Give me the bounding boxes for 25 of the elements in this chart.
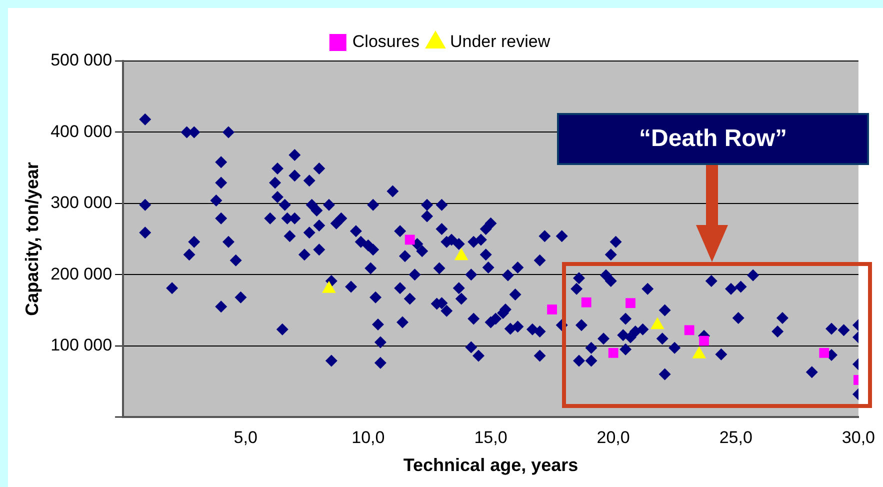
y-axis-title: Capacity, ton/year — [22, 162, 42, 316]
point — [581, 297, 592, 308]
legend-label: Under review — [450, 32, 551, 52]
x-tick-label: 10,0 — [352, 428, 385, 447]
x-tick-label: 30,0 — [842, 428, 876, 447]
x-tick-label: 20,0 — [596, 428, 630, 447]
point — [547, 304, 557, 314]
point — [684, 325, 694, 336]
y-tick-label: 100 000 — [50, 335, 112, 354]
point — [626, 298, 636, 308]
x-axis-title: Technical age, years — [403, 455, 578, 476]
point — [608, 348, 618, 358]
y-tick-label: 400 000 — [50, 122, 112, 141]
y-tick-label: 200 000 — [50, 264, 112, 284]
annotation: “Death Row” — [638, 125, 787, 153]
point — [699, 336, 709, 346]
x-tick-label: 25,0 — [719, 428, 752, 447]
y-tick-label: 500 000 — [50, 50, 112, 70]
point — [819, 348, 830, 358]
legend-label: Closures — [352, 32, 420, 52]
x-tick-label: 5,0 — [234, 428, 258, 447]
point — [404, 234, 415, 245]
label-box: “Death Row” — [557, 113, 869, 165]
x-tick-label: 15,0 — [474, 428, 508, 447]
y-tick-label: 300 000 — [50, 193, 112, 212]
